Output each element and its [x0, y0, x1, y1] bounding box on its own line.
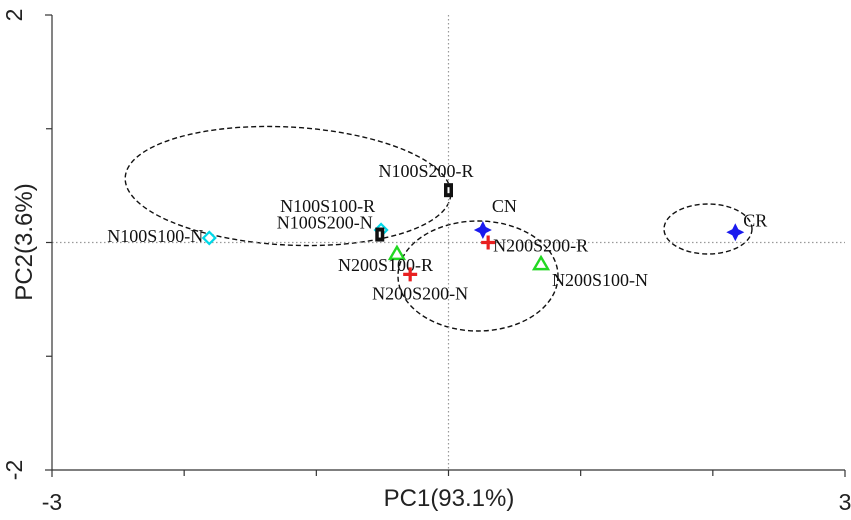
x-tick-label: 3 — [839, 489, 851, 515]
point-label: CR — [743, 210, 767, 230]
marker — [403, 267, 418, 282]
square-inner — [447, 187, 450, 194]
square-inner — [378, 231, 381, 238]
marker — [201, 230, 217, 246]
point-label: N200S200-R — [493, 236, 588, 256]
point-label: N200S100-R — [338, 255, 433, 275]
x-tick-label: -3 — [42, 489, 62, 515]
plus — [403, 267, 418, 282]
marker — [387, 244, 407, 261]
point-label: CN — [492, 196, 517, 216]
star — [473, 220, 492, 239]
star — [726, 223, 745, 242]
point-label: N100S100-R — [280, 196, 375, 216]
group-ellipse — [663, 203, 753, 255]
y-tick-label: -2 — [1, 460, 27, 480]
point-label: N100S200-N — [277, 213, 373, 233]
diamond — [201, 230, 217, 246]
marker — [473, 220, 492, 239]
point-label: N200S200-N — [372, 283, 468, 303]
x-axis-title: PC1(93.1%) — [384, 485, 515, 512]
triangle — [531, 254, 551, 271]
group-ellipse — [397, 220, 559, 332]
marker — [726, 223, 745, 242]
point-label: N100S200-R — [378, 161, 473, 181]
point-label: N100S100-N — [107, 226, 203, 246]
plus — [481, 235, 496, 250]
marker — [481, 235, 496, 250]
marker — [444, 183, 453, 198]
y-axis-title: PC2(3.6%) — [11, 183, 38, 300]
marker — [375, 227, 385, 242]
y-tick-label: 2 — [1, 9, 27, 22]
point-label: N200S100-N — [552, 270, 648, 290]
marker — [531, 254, 551, 271]
triangle — [387, 244, 407, 261]
